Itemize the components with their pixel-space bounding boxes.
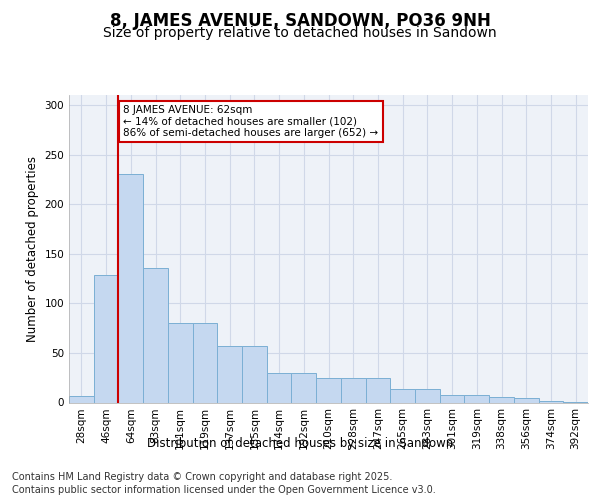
Bar (415, 388, 440, 402)
Bar (267, 372, 292, 402)
Bar (217, 346, 242, 403)
Bar (193, 323, 217, 402)
Bar (440, 394, 464, 402)
Bar (242, 346, 267, 403)
Bar (341, 378, 365, 402)
Bar (118, 174, 143, 402)
Bar (390, 388, 415, 402)
Bar (292, 372, 316, 402)
Text: Contains HM Land Registry data © Crown copyright and database right 2025.: Contains HM Land Registry data © Crown c… (12, 472, 392, 482)
Y-axis label: Number of detached properties: Number of detached properties (26, 156, 39, 342)
Text: 8 JAMES AVENUE: 62sqm
← 14% of detached houses are smaller (102)
86% of semi-det: 8 JAMES AVENUE: 62sqm ← 14% of detached … (124, 105, 379, 138)
Text: 8, JAMES AVENUE, SANDOWN, PO36 9NH: 8, JAMES AVENUE, SANDOWN, PO36 9NH (110, 12, 490, 30)
Bar (365, 378, 390, 402)
Text: Contains public sector information licensed under the Open Government Licence v3: Contains public sector information licen… (12, 485, 436, 495)
Bar (94, 274, 118, 402)
Bar (168, 323, 193, 402)
Bar (489, 396, 514, 402)
Text: Distribution of detached houses by size in Sandown: Distribution of detached houses by size … (147, 438, 453, 450)
Bar (464, 394, 489, 402)
Bar (316, 378, 341, 402)
Text: Size of property relative to detached houses in Sandown: Size of property relative to detached ho… (103, 26, 497, 40)
Bar (539, 400, 563, 402)
Bar (143, 268, 168, 402)
Bar (514, 398, 539, 402)
Bar (69, 396, 94, 402)
